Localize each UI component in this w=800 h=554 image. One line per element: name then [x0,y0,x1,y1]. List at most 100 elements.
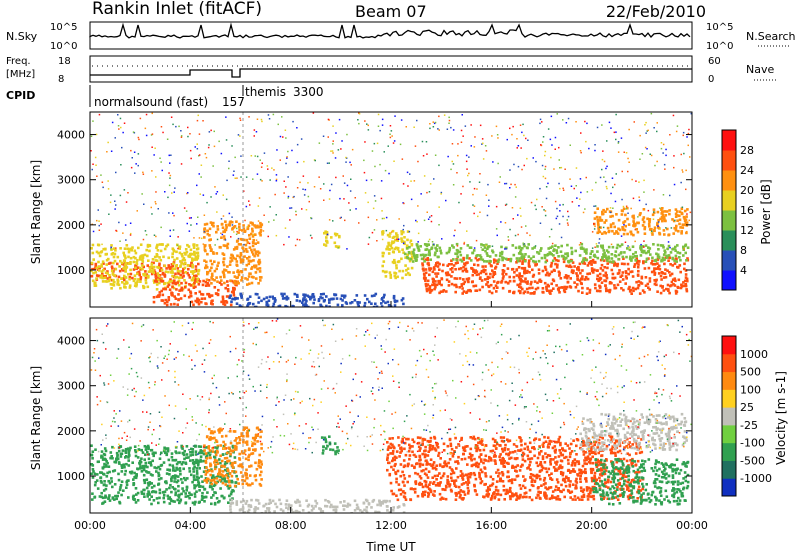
power-scatter-cell [402,228,404,231]
power-cell-f7 [417,249,421,252]
velocity-cell-f3 [585,489,589,492]
power-cell-f6 [527,261,531,265]
power-scatter-cell [514,234,517,237]
power-cell-f6 [634,287,637,291]
velocity-cell-f1 [209,464,212,468]
power-scatter-cell [277,123,279,126]
power-cell-f6 [644,284,648,287]
power-scatter-cell [479,211,481,213]
power-cell-f3 [203,236,206,239]
power-scatter-cell [473,247,476,249]
velocity-cell-f0 [117,478,121,482]
power-scatter-cell [239,135,241,137]
velocity-cell-f1 [214,463,217,467]
power-cell-f8 [624,224,627,228]
power-cell-f1 [157,266,161,269]
power-scatter-cell [228,167,230,170]
power-scatter-cell [154,201,157,203]
power-cell-f8 [631,215,634,218]
power-cell-f8 [597,230,601,233]
power-cell-f6 [463,263,467,267]
velocity-cell-f1 [242,435,245,438]
power-cell-f1 [144,278,148,282]
power-cell-f9 [272,297,275,300]
power-cell-f1 [95,266,99,270]
power-scatter-cell [456,245,459,247]
power-cell-f3 [209,259,212,263]
power-cell-f2 [222,302,225,306]
power-cell-f8 [674,212,678,216]
power-cell-f6 [567,265,571,268]
velocity-cell-f3 [424,445,427,449]
power-cell-f0 [117,275,121,279]
velocity-cell-f3 [417,445,421,449]
velocity-cell-f1 [218,431,221,434]
power-cell-f1 [134,281,137,285]
velocity-cell-f3 [389,481,393,485]
noise-right-tick-top: 10^5 [706,22,733,33]
power-cell-f3 [241,229,244,232]
power-scatter-cell [426,191,428,194]
velocity-cell-f0 [151,474,154,477]
power-cell-f8 [661,213,665,217]
power-cell-f8 [617,227,620,231]
velocity-cell-f0 [108,494,111,497]
power-scatter-cell [393,160,395,162]
power-scatter-cell [271,167,273,169]
velocity-cell-f3 [422,469,425,472]
velocity-cell-f3 [443,461,446,465]
velocity-cell-f3 [599,435,602,439]
power-scatter-cell [136,210,138,212]
power-scatter-cell [478,181,481,183]
velocity-cell-f3 [566,458,570,462]
power-cell-f7 [651,256,654,260]
power-cell-f2 [197,298,201,302]
power-scatter-cell [332,143,334,145]
velocity-cell-f0 [194,450,198,453]
power-cell-f6 [479,271,483,275]
power-cell-f0 [98,274,102,278]
velocity-cell-f3 [538,438,541,441]
power-cell-f6 [623,262,626,266]
power-scatter-cell [452,129,455,131]
velocity-cell-f0 [158,467,162,471]
power-cell-f8 [641,224,645,227]
velocity-cell-f3 [401,480,405,484]
power-scatter-cell [544,168,546,170]
velocity-cell-f0 [231,497,234,500]
power-scatter-cell [350,164,352,166]
power-scatter-cell [554,136,557,139]
power-cell-f2 [155,280,159,283]
power-cell-f6 [488,261,491,265]
power-cell-f1 [137,278,140,281]
velocity-cell-f0 [125,455,128,458]
velocity-cell-f0 [182,467,185,471]
power-scatter-cell [459,221,461,224]
power-cell-f1 [135,262,139,266]
velocity-cell-f0 [213,501,217,505]
velocity-cell-f3 [479,481,483,485]
velocity-cell-f3 [416,494,420,498]
power-scatter-cell [643,246,645,248]
power-cell-f1 [155,245,159,248]
velocity-cell-f3 [403,441,407,445]
power-cell-f7 [455,242,459,246]
velocity-cell-f0 [196,478,199,481]
power-scatter-cell [433,178,435,180]
power-cell-f7 [483,260,486,263]
power-scatter-cell [603,160,606,163]
power-cell-f6 [534,287,538,291]
power-cell-f0 [158,269,162,273]
velocity-cell-f0 [127,459,130,462]
velocity-cell-f0 [179,499,182,503]
power-cell-f1 [111,252,115,255]
power-cell-f6 [481,285,484,289]
velocity-cell-f3 [571,461,574,465]
power-cell-f8 [596,219,600,223]
power-ytick-label-3: 4000 [57,129,85,142]
velocity-cell-f3 [482,495,485,498]
power-cell-f6 [604,284,607,288]
velocity-cell-f3 [502,489,506,492]
velocity-cell-f0 [191,459,195,462]
power-cell-f1 [116,255,120,259]
